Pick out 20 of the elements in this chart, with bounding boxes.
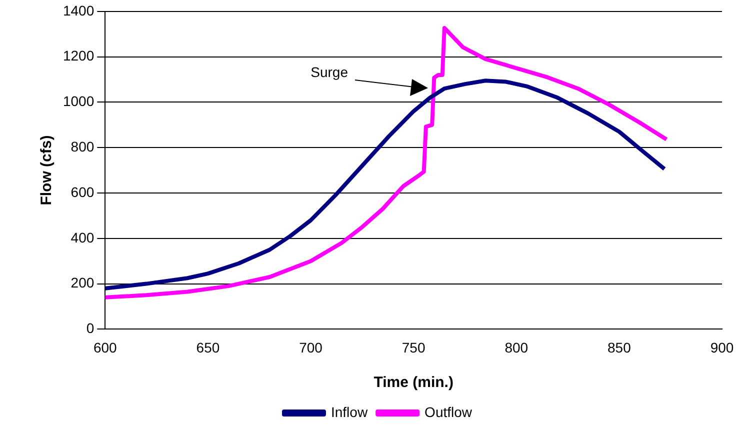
legend-label: Outflow (424, 404, 473, 420)
x-tick-label: 850 (608, 339, 632, 356)
x-tick-label: 750 (402, 339, 426, 356)
x-tick-label: 700 (299, 339, 323, 356)
annotation: Surge (310, 64, 348, 80)
legend-label: Inflow (330, 404, 368, 420)
y-tick-label: 600 (70, 184, 94, 200)
y-tick-label: 1200 (62, 48, 94, 64)
y-axis-title: Flow (cfs) (38, 135, 56, 206)
y-tick-label: 0 (86, 320, 94, 336)
y-tick-label: 200 (70, 274, 94, 291)
y-tick-label: 800 (70, 138, 94, 154)
x-tick-label: 800 (504, 339, 528, 356)
y-tick-label: 1000 (62, 93, 94, 110)
y-tick-label: 1400 (62, 2, 94, 18)
x-tick-label: 600 (93, 339, 118, 356)
x-tick-label: 650 (196, 339, 220, 356)
x-tick-label: 900 (710, 339, 734, 356)
x-axis-title: Time (min.) (374, 374, 454, 392)
y-tick-label: 400 (70, 229, 94, 246)
